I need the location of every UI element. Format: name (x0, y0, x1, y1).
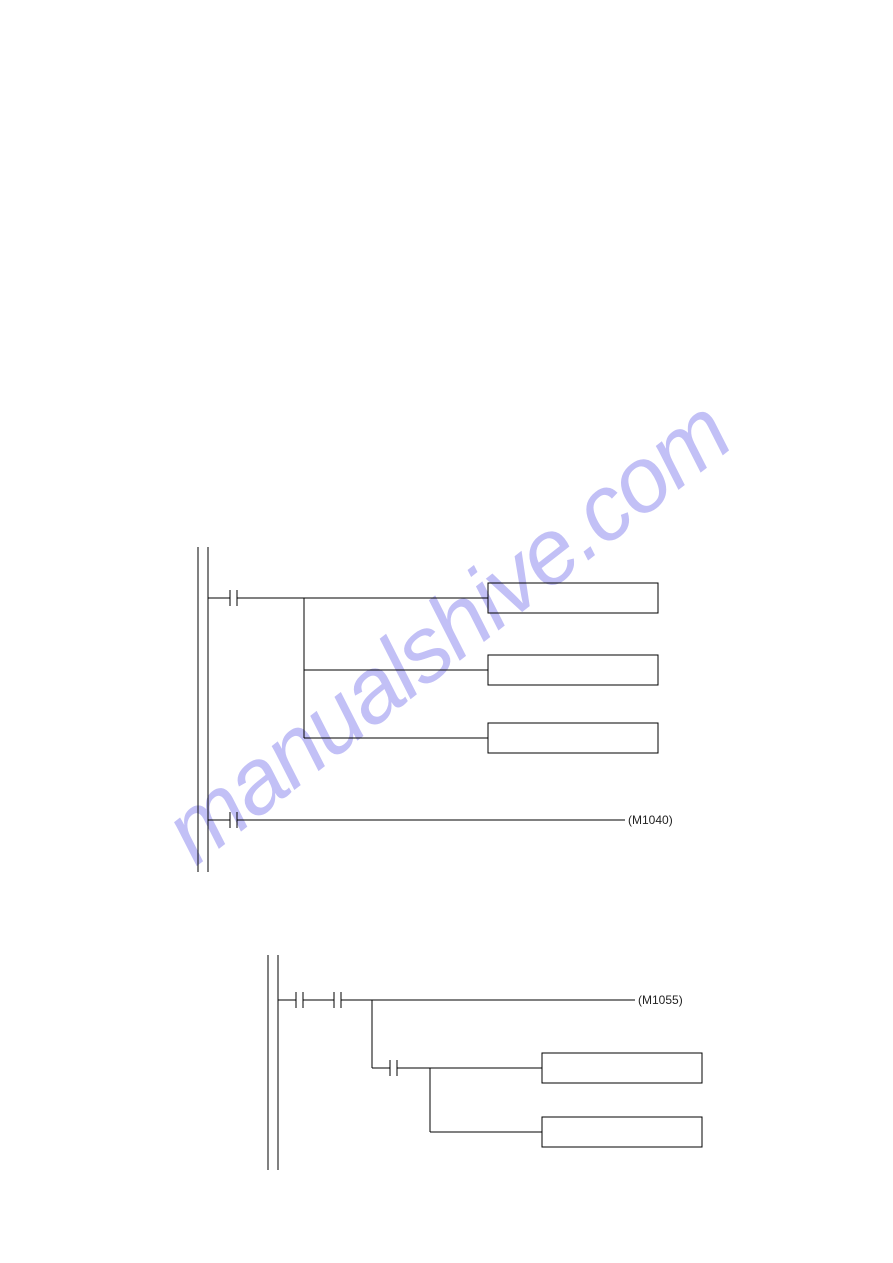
ladder-diagram-2 (0, 0, 893, 1263)
coil-label-m1055: (M1055) (638, 993, 683, 1007)
